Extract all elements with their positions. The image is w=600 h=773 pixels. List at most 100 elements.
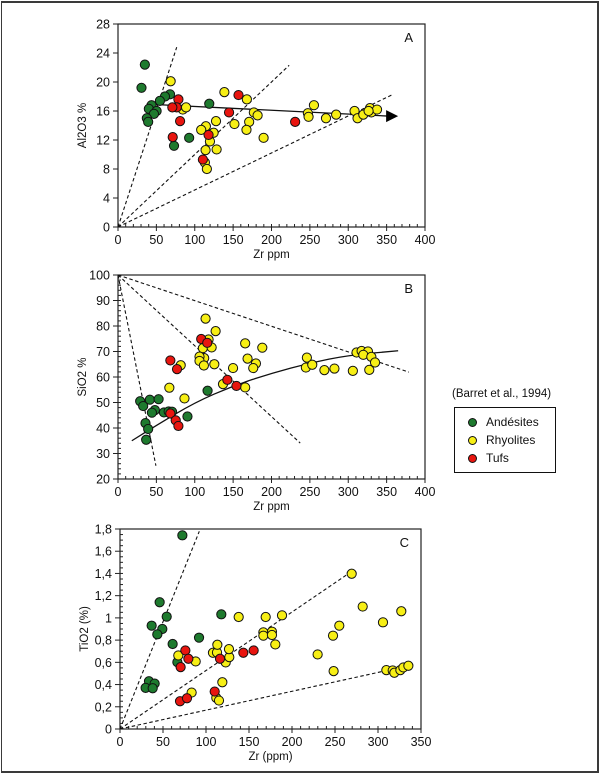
data-point-tufs (231, 380, 242, 392)
data-point-tufs (183, 653, 194, 664)
plot-b: 0 50 100 150 200 250 300 350 400 20 30 40 50 60 70 80 90… (77, 269, 435, 514)
trend-line (154, 103, 389, 117)
x-axis-title: Zr ppm (253, 501, 289, 513)
x-axis-title: Zr ppm (253, 249, 289, 261)
y-tick-label: 80 (96, 320, 110, 334)
y-tick-label: 0,2 (95, 700, 112, 714)
legend-item-andesites: Andésites (455, 413, 539, 431)
y-tick-label: 100 (89, 269, 110, 283)
data-point-tufs (180, 645, 191, 656)
data-point-rhyolites (363, 105, 374, 117)
data-point-rhyolites (357, 601, 368, 612)
data-point-rhyolites (217, 677, 228, 688)
data-point-tufs (248, 645, 259, 656)
reference-line (118, 64, 290, 227)
x-tick-label: 200 (282, 735, 303, 749)
legend-swatch-tufs (468, 453, 477, 463)
data-point-rhyolites (242, 353, 253, 364)
panel-letter: C (400, 535, 409, 550)
data-point-andesites (216, 609, 227, 620)
x-tick-label: 0 (115, 485, 122, 499)
reference-line (118, 275, 301, 444)
data-point-rhyolites (223, 644, 235, 655)
data-point-andesites (184, 132, 195, 143)
y-tick-label: 50 (96, 396, 110, 410)
data-point-rhyolites (347, 365, 358, 376)
x-tick-label: 100 (196, 735, 217, 749)
data-point-rhyolites (180, 102, 192, 113)
data-point-andesites (202, 385, 213, 396)
x-tick-label: 150 (223, 485, 244, 499)
data-point-rhyolites (258, 132, 269, 143)
data-point-rhyolites (210, 326, 221, 337)
plot-area-b (117, 274, 426, 480)
reference-line (118, 275, 410, 373)
data-point-rhyolites (196, 124, 207, 135)
data-point-andesites (138, 400, 149, 412)
x-tick-label: 300 (338, 485, 359, 499)
y-tick-label: 12 (96, 134, 110, 148)
reference-line (120, 531, 200, 729)
data-point-rhyolites (229, 118, 240, 130)
data-point-rhyolites (200, 313, 211, 324)
data-point-tufs (174, 116, 186, 127)
data-point-rhyolites (209, 359, 220, 370)
data-point-rhyolites (307, 359, 318, 370)
y-tick-label: 24 (96, 47, 110, 61)
plot-area-a (117, 23, 426, 228)
x-tick-label: 100 (184, 233, 205, 247)
trend-arrowhead (386, 110, 399, 123)
data-point-andesites (141, 434, 152, 445)
data-point-andesites (153, 394, 164, 405)
data-point-rhyolites (227, 362, 239, 374)
y-tick-label: 90 (96, 294, 110, 308)
y-tick-label: 20 (96, 76, 110, 90)
y-tick-label: 20 (96, 473, 110, 487)
data-point-andesites (167, 638, 178, 650)
x-tick-label: 350 (411, 735, 432, 749)
legend-item-tufs: Tufs (455, 449, 509, 467)
x-tick-label: 250 (299, 485, 320, 499)
data-point-tufs (165, 355, 176, 366)
y-axis-title: Al2O3 % (77, 103, 89, 148)
series-rhyolites (164, 313, 381, 404)
x-tick-label: 400 (415, 485, 436, 499)
x-tick-label: 150 (223, 233, 244, 247)
y-tick-label: 60 (96, 371, 110, 385)
data-point-tufs (214, 653, 226, 664)
data-point-andesites (177, 530, 188, 541)
data-point-rhyolites (276, 610, 288, 621)
x-tick-label: 350 (376, 485, 397, 499)
series-andesites (136, 59, 215, 151)
plot-a: 0 50 100 150 200 250 300 350 400 0 4 8 12 16 20 24 28 Zr … (77, 18, 435, 262)
data-point-andesites (143, 116, 154, 127)
data-point-rhyolites (165, 76, 176, 87)
y-axis-title: SiO2 % (77, 358, 89, 397)
y-tick-label: 1,4 (95, 567, 112, 581)
x-tick-label: 200 (261, 233, 282, 247)
data-point-rhyolites (198, 360, 209, 371)
x-tick-label: 250 (299, 233, 320, 247)
data-point-andesites (147, 683, 158, 694)
series-andesites (140, 530, 227, 694)
data-point-rhyolites (270, 639, 281, 650)
data-point-andesites (168, 140, 180, 151)
data-point-tufs (167, 102, 178, 113)
x-tick-label: 100 (184, 485, 205, 499)
panel-letter: A (404, 30, 413, 45)
data-point-tufs (202, 337, 213, 348)
data-point-rhyolites (403, 660, 414, 671)
y-tick-label: 1,6 (95, 545, 112, 559)
x-tick-label: 400 (415, 233, 436, 247)
legend: Andésites Rhyolites Tufs (454, 407, 556, 473)
x-tick-label: 300 (368, 735, 389, 749)
y-tick-label: 4 (103, 192, 110, 206)
series-tufs (167, 89, 301, 165)
y-tick-label: 70 (96, 345, 110, 359)
y-axis-title: TiO2 (%) (79, 606, 91, 652)
legend-source: (Barret et al., 1994) (452, 388, 552, 400)
data-point-rhyolites (233, 611, 244, 623)
reference-line (120, 665, 409, 729)
